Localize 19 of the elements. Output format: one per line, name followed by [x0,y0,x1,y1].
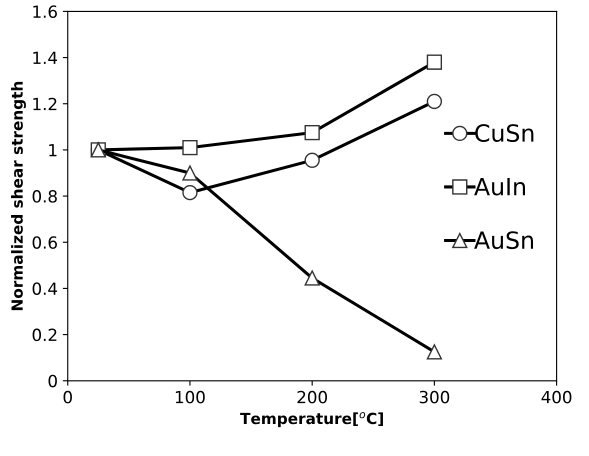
y-tick-label: 0.8 [32,190,57,203]
x-tick-label: 100 [176,390,205,404]
x-axis-title: Temperature[$^{o}$C] [240,412,383,428]
y-tick-label: 1.6 [33,5,57,18]
y-tick-label: 1.2 [33,98,56,110]
x-tick-label: 400 [542,390,572,404]
y-tick-label: 0 [48,374,57,388]
x-tick-label: 300 [420,390,450,404]
y-tick-label: 0.6 [32,236,57,249]
legend-label: CuSn [475,124,534,142]
y-tick-label: 1 [49,144,56,156]
y-tick-label: 1.4 [33,52,58,64]
y-axis-title: Normalized shear strength [11,82,26,310]
y-tick-label: 0.2 [32,328,56,342]
x-tick-label: 200 [297,390,327,404]
x-tick-label: 0 [64,390,72,404]
legend-label: AuSn [474,231,534,250]
y-tick-label: 0.4 [32,282,58,295]
legend-label: AuIn [474,178,525,196]
